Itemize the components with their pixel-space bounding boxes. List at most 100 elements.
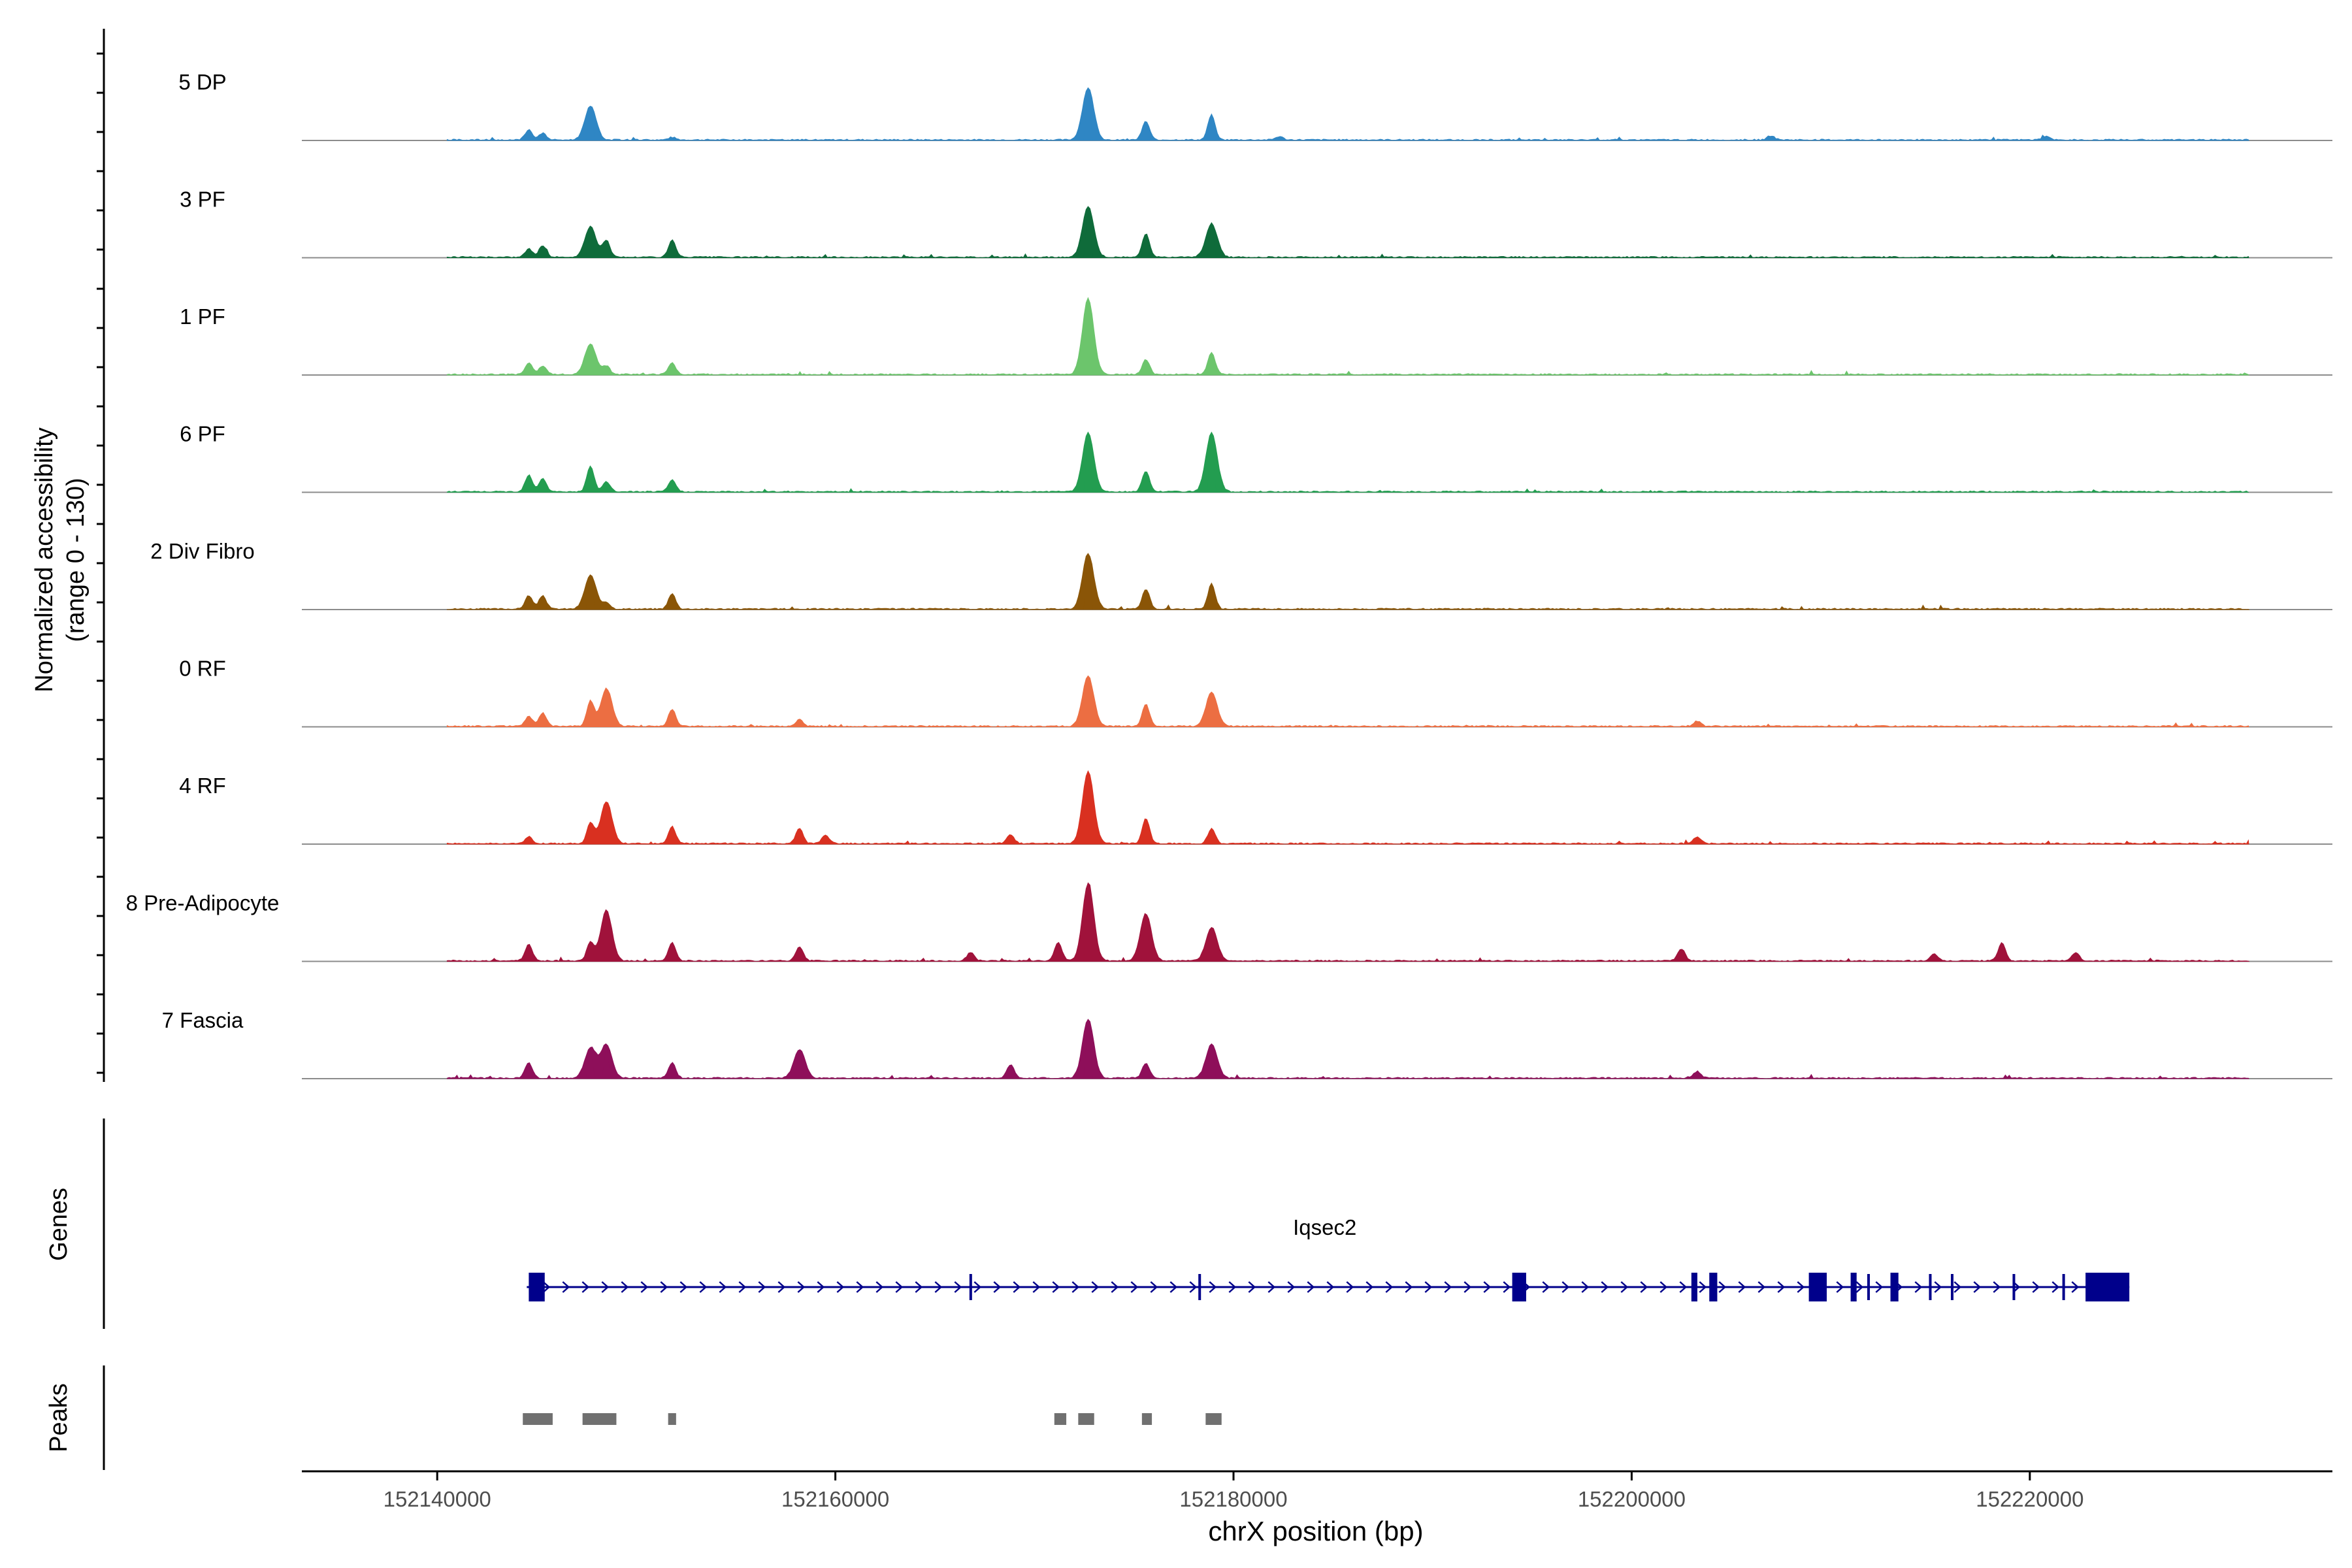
gene-exon-small — [1929, 1274, 1932, 1300]
strand-arrow — [1405, 1281, 1413, 1293]
strand-arrow — [1169, 1281, 1178, 1293]
coverage-peak — [1207, 223, 1217, 258]
coverage-area — [446, 553, 2250, 610]
strand-arrow — [1483, 1281, 1492, 1293]
track-2-div-fibro: 2 Div Fibro — [150, 539, 2332, 610]
strand-arrow — [817, 1281, 825, 1293]
strand-arrow — [1385, 1281, 1394, 1293]
coverage-peak — [1141, 704, 1151, 727]
coverage-peak — [1083, 883, 1093, 962]
strand-arrow — [1150, 1281, 1158, 1293]
peak-region — [1141, 1413, 1152, 1425]
coverage-peak — [667, 240, 677, 258]
coverage-peak — [1083, 1019, 1093, 1079]
track-label: 3 PF — [180, 188, 225, 212]
coverage-area — [446, 675, 2249, 728]
track-label: 6 PF — [180, 422, 225, 446]
gene-exon — [1691, 1273, 1697, 1301]
strand-arrow — [797, 1281, 806, 1293]
strand-arrow — [1424, 1281, 1433, 1293]
coverage-peak — [1083, 553, 1093, 610]
strand-arrow — [1052, 1281, 1060, 1293]
track-label: 7 Fascia — [162, 1008, 244, 1032]
coverage-area — [446, 431, 2249, 493]
strand-arrow — [1307, 1281, 1315, 1293]
strand-arrow — [758, 1281, 766, 1293]
y-axis-title-line1: Normalized accessibility — [31, 427, 58, 692]
strand-arrow — [1091, 1281, 1100, 1293]
coverage-peak — [794, 720, 804, 727]
coverage-peak — [821, 836, 830, 844]
coverage-area — [446, 87, 2249, 141]
coverage-peak — [524, 596, 534, 610]
coverage-area — [446, 1019, 2250, 1079]
coverage-peak — [1141, 122, 1151, 140]
coverage-peak — [1207, 1045, 1217, 1079]
coverage-peak — [2041, 137, 2051, 140]
coverage-peak — [667, 827, 677, 844]
coverage-peak — [585, 823, 595, 844]
strand-arrow — [1757, 1281, 1766, 1293]
peak-region — [1205, 1413, 1222, 1425]
strand-arrow — [1914, 1281, 1923, 1293]
x-axis-tick-label: 152140000 — [384, 1487, 491, 1511]
coverage-peak — [524, 1063, 534, 1079]
coverage-peak — [538, 367, 547, 375]
coverage-peak — [1083, 206, 1093, 258]
strand-arrow — [1797, 1281, 1805, 1293]
track-label: 5 DP — [178, 70, 226, 94]
coverage-peak — [1207, 927, 1217, 962]
gene-exon — [1808, 1273, 1827, 1301]
coverage-peak — [1083, 88, 1093, 140]
gene-exon — [1850, 1273, 1857, 1301]
strand-arrow — [1934, 1281, 1942, 1293]
strand-arrow — [1542, 1281, 1550, 1293]
coverage-peak — [1676, 949, 1686, 962]
track-label: 4 RF — [179, 774, 226, 798]
strand-arrow — [1581, 1281, 1590, 1293]
coverage-peak — [1083, 433, 1093, 493]
coverage-peak — [585, 701, 595, 727]
coverage-peak — [966, 953, 975, 962]
coverage-peak — [524, 716, 534, 727]
strand-arrow — [1346, 1281, 1354, 1293]
strand-arrow — [719, 1281, 727, 1293]
strand-arrow — [915, 1281, 923, 1293]
strand-arrow — [1855, 1281, 1864, 1293]
strand-arrow — [1875, 1281, 1884, 1293]
coverage-peak — [602, 602, 612, 610]
strand-arrow — [1365, 1281, 1374, 1293]
coverage-tracks: 5 DP 3 PF 1 PF 6 PF 2 Div Fibro 0 RF 4 RF 8 Pre… — [126, 70, 2332, 1079]
strand-arrow — [1659, 1281, 1668, 1293]
strand-arrow — [1836, 1281, 1844, 1293]
coverage-peak — [585, 576, 595, 610]
genes-track-label: Genes — [45, 1188, 73, 1261]
coverage-peak — [524, 363, 534, 375]
strand-arrow — [2032, 1281, 2040, 1293]
coverage-peak — [524, 837, 534, 844]
gene-exon — [1709, 1273, 1718, 1301]
x-axis-tick-label: 152220000 — [1976, 1487, 2083, 1511]
coverage-peak — [538, 478, 547, 493]
coverage-area — [446, 297, 2250, 376]
strand-arrow — [2051, 1281, 2060, 1293]
coverage-peak — [1692, 1071, 1702, 1079]
track-0-rf: 0 RF — [179, 657, 2332, 728]
gene-exon-small — [969, 1274, 972, 1300]
coverage-peak — [667, 363, 677, 375]
gene-exon — [1512, 1273, 1526, 1301]
coverage-peak — [667, 138, 677, 140]
strand-arrow — [1620, 1281, 1629, 1293]
strand-arrow — [1463, 1281, 1472, 1293]
strand-arrow — [1111, 1281, 1119, 1293]
gene-exon — [1890, 1273, 1899, 1301]
strand-arrow — [836, 1281, 845, 1293]
coverage-peak — [1207, 693, 1217, 727]
peak-region — [1054, 1413, 1067, 1425]
coverage-peak — [667, 1063, 677, 1079]
coverage-peak — [1053, 943, 1063, 962]
strand-arrow — [660, 1281, 668, 1293]
coverage-peak — [538, 596, 547, 610]
strand-arrow — [1032, 1281, 1041, 1293]
strand-arrow — [1209, 1281, 1217, 1293]
